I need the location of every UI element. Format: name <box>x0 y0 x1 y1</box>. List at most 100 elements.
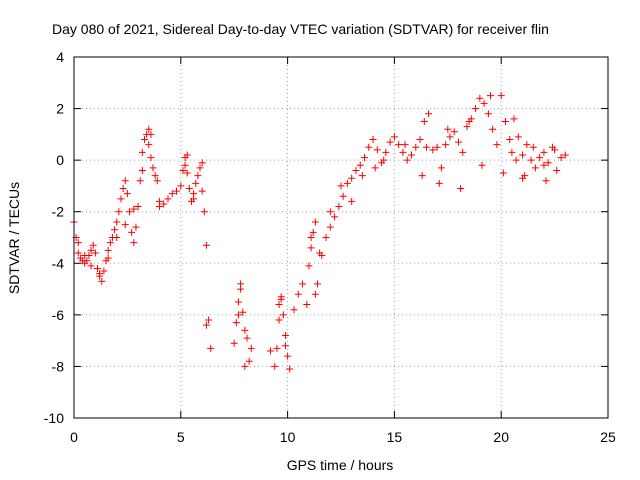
y-axis-label: SDTVAR / TECUs <box>6 182 22 294</box>
data-point <box>429 146 437 154</box>
data-point <box>369 136 377 144</box>
data-point <box>183 169 191 177</box>
data-point <box>111 226 119 234</box>
data-point <box>153 177 161 185</box>
data-point <box>444 125 452 133</box>
data-point <box>348 197 356 205</box>
data-point <box>281 331 289 339</box>
data-point <box>96 270 104 278</box>
data-point <box>113 218 121 226</box>
data-points <box>70 92 569 373</box>
data-point <box>348 174 356 182</box>
data-point <box>457 185 465 193</box>
data-point <box>275 316 283 324</box>
plot-frame <box>73 56 609 419</box>
x-tick-label: 15 <box>387 429 403 445</box>
data-point <box>138 148 146 156</box>
data-point <box>198 187 206 195</box>
x-axis-label: GPS time / hours <box>287 457 394 473</box>
data-point <box>83 257 91 265</box>
data-point <box>205 316 213 324</box>
data-point <box>425 110 433 118</box>
data-point <box>134 203 142 211</box>
data-point <box>446 133 454 141</box>
data-point <box>433 143 441 151</box>
data-point <box>267 347 275 355</box>
data-point <box>155 197 163 205</box>
data-point <box>294 290 302 298</box>
data-point <box>192 179 200 187</box>
data-point <box>194 172 202 180</box>
data-point <box>119 185 127 193</box>
data-point <box>168 190 176 198</box>
data-point <box>420 117 428 125</box>
data-point <box>230 339 238 347</box>
data-point <box>151 172 159 180</box>
data-point <box>239 308 247 316</box>
data-point <box>81 252 89 260</box>
data-point <box>128 228 136 236</box>
data-point <box>123 190 131 198</box>
data-point <box>386 138 394 146</box>
data-point <box>87 246 95 254</box>
data-point <box>506 136 514 144</box>
data-point <box>185 185 193 193</box>
data-point <box>207 344 215 352</box>
data-point <box>234 298 242 306</box>
data-point <box>104 246 112 254</box>
data-point <box>551 146 559 154</box>
x-tick-label: 5 <box>177 429 185 445</box>
data-point <box>245 357 253 365</box>
data-point <box>74 249 82 257</box>
data-point <box>380 156 388 164</box>
data-point <box>234 311 242 319</box>
data-point <box>478 161 486 169</box>
data-point <box>512 156 520 164</box>
data-point <box>335 203 343 211</box>
data-point <box>416 136 424 144</box>
data-point <box>529 143 537 151</box>
data-point <box>489 125 497 133</box>
data-point <box>373 146 381 154</box>
data-point <box>243 334 251 342</box>
data-point <box>307 244 315 252</box>
y-tick-label: 0 <box>56 152 64 168</box>
data-point <box>521 172 529 180</box>
data-point <box>173 187 181 195</box>
data-point <box>140 136 148 144</box>
data-point <box>202 241 210 249</box>
data-point <box>352 166 360 174</box>
data-point <box>93 264 101 272</box>
data-point <box>499 169 507 177</box>
data-point <box>106 239 114 247</box>
data-point <box>314 280 322 288</box>
data-point <box>149 164 157 172</box>
data-point <box>437 164 445 172</box>
data-point <box>100 267 108 275</box>
data-point <box>98 277 106 285</box>
data-point <box>303 301 311 309</box>
data-point <box>232 319 240 327</box>
data-point <box>271 362 279 370</box>
data-point <box>136 177 144 185</box>
data-point <box>337 182 345 190</box>
data-point <box>316 249 324 257</box>
data-point <box>290 306 298 314</box>
data-point <box>145 141 153 149</box>
data-point <box>145 125 153 133</box>
data-point <box>241 362 249 370</box>
x-tick-label: 20 <box>493 429 509 445</box>
grid-lines <box>74 57 608 418</box>
data-point <box>277 293 285 301</box>
data-point <box>331 213 339 221</box>
y-tick-label: 2 <box>56 101 64 117</box>
data-point <box>286 365 294 373</box>
data-point <box>480 99 488 107</box>
data-point <box>247 344 255 352</box>
data-point <box>339 192 347 200</box>
data-point <box>435 179 443 187</box>
data-point <box>130 205 138 213</box>
data-point <box>540 161 548 169</box>
data-point <box>87 262 95 270</box>
data-point <box>527 156 535 164</box>
